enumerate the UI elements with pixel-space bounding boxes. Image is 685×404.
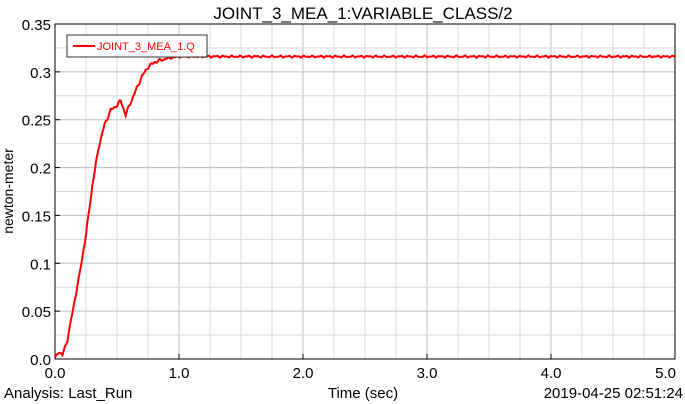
- timestamp-label: 2019-04-25 02:51:24: [544, 385, 683, 402]
- x-tick-label: 1.0: [169, 365, 190, 382]
- y-tick-label: 0.0: [30, 352, 51, 369]
- y-axis-label: newton-meter: [0, 148, 16, 234]
- series-line-joint-3-mea-1-q: [54, 54, 676, 359]
- axis-ticks: 0.0 1.0 2.0 3.0 4.0 5.0 0.0 0.05 0.1 0.15 0.2 0.25 0…: [22, 17, 676, 382]
- legend-label: JOINT_3_MEA_1.Q: [97, 41, 195, 53]
- y-tick-label: 0.25: [22, 113, 51, 130]
- y-tick-label: 0.1: [30, 256, 51, 273]
- legend: JOINT_3_MEA_1.Q: [66, 34, 208, 58]
- plot-frame: [54, 23, 676, 360]
- chart-title: JOINT_3_MEA_1:VARIABLE_CLASS/2: [213, 4, 512, 23]
- y-tick-label: 0.05: [22, 304, 51, 321]
- x-tick-label: 2.0: [293, 365, 314, 382]
- y-tick-label: 0.2: [30, 161, 51, 178]
- y-tick-label: 0.35: [22, 17, 51, 34]
- x-tick-label: 3.0: [417, 365, 438, 382]
- x-tick-label: 0.0: [45, 365, 66, 382]
- y-tick-label: 0.3: [30, 65, 51, 82]
- grid: [55, 24, 675, 359]
- x-tick-label: 5.0: [655, 365, 676, 382]
- legend-box: [66, 34, 208, 58]
- x-tick-label: 4.0: [541, 365, 562, 382]
- y-tick-label: 0.15: [22, 208, 51, 225]
- x-axis-label: Time (sec): [328, 385, 398, 402]
- analysis-label: Analysis: Last_Run: [4, 385, 132, 402]
